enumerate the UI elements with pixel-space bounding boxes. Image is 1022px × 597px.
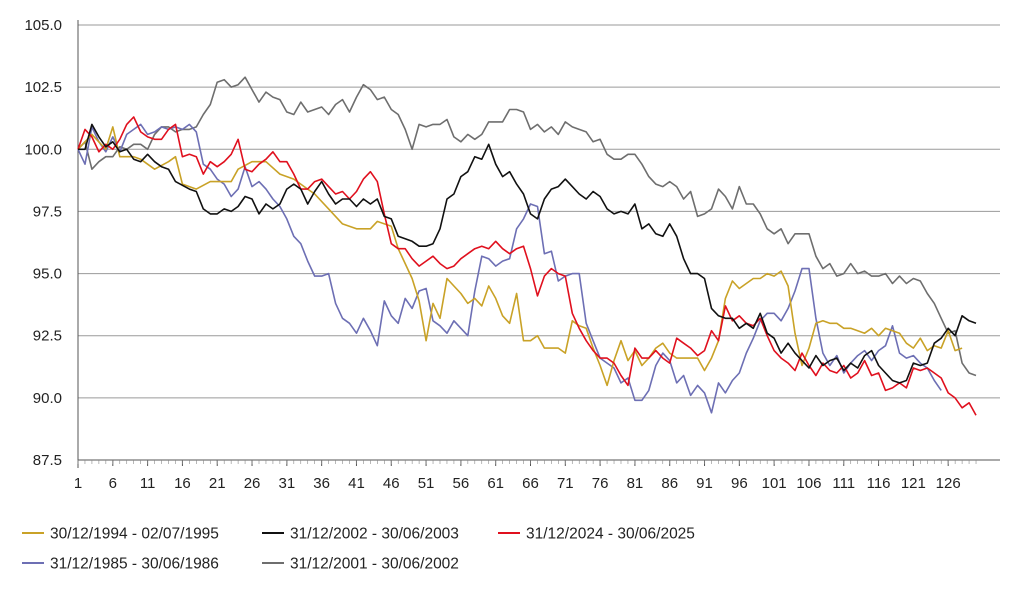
x-tick-label: 6 — [109, 475, 117, 492]
series-line-4 — [77, 76, 977, 377]
x-tick-label: 86 — [661, 475, 678, 492]
x-tick-label: 21 — [209, 475, 226, 492]
x-tick-label: 121 — [901, 475, 926, 492]
series-line-2 — [77, 116, 977, 416]
y-tick-label: 90.0 — [33, 390, 62, 407]
x-tick-label: 41 — [348, 475, 365, 492]
x-tick-label: 46 — [383, 475, 400, 492]
axes — [77, 20, 1000, 468]
x-tick-label: 11 — [140, 475, 156, 492]
legend: 30/12/1994 - 02/07/1995 31/12/2002 - 30/0… — [22, 526, 695, 573]
legend-label-4: 31/12/2001 - 30/06/2002 — [290, 556, 459, 573]
series-line-3 — [77, 123, 942, 414]
x-tick-label: 26 — [244, 475, 261, 492]
x-tick-label: 36 — [313, 475, 330, 492]
x-tick-label: 76 — [592, 475, 609, 492]
x-tick-label: 116 — [867, 475, 891, 492]
y-tick-label: 100.0 — [24, 141, 62, 158]
legend-label-3: 31/12/1985 - 30/06/1986 — [50, 556, 219, 573]
x-tick-label: 16 — [174, 475, 191, 492]
x-tick-label: 106 — [796, 475, 821, 492]
x-tick-label: 31 — [278, 475, 295, 492]
x-tick-label: 126 — [936, 475, 961, 492]
x-tick-label: 51 — [418, 475, 435, 492]
series-lines — [77, 76, 977, 416]
series-line-1 — [78, 123, 977, 384]
x-tick-label: 101 — [762, 475, 787, 492]
x-tick-label: 66 — [522, 475, 539, 492]
x-tick-label: 1 — [74, 475, 82, 492]
y-tick-label: 105.0 — [24, 17, 62, 34]
x-tick-label: 91 — [696, 475, 713, 492]
y-tick-label: 95.0 — [33, 266, 62, 283]
x-tick-label: 96 — [731, 475, 748, 492]
grid-lines — [78, 24, 1000, 461]
y-axis-tick-labels: 87.5 90.0 92.5 95.0 97.5 100.0 102.5 105.0 — [24, 17, 62, 469]
y-tick-label: 97.5 — [33, 203, 62, 220]
x-tick-label: 61 — [487, 475, 504, 492]
x-tick-label: 56 — [453, 475, 470, 492]
x-tick-label: 111 — [832, 475, 855, 492]
y-tick-label: 102.5 — [24, 79, 62, 96]
x-tick-label: 71 — [557, 475, 574, 492]
legend-label-2: 31/12/2024 - 30/06/2025 — [526, 526, 695, 543]
series-line-0 — [77, 126, 963, 387]
x-tick-label: 81 — [627, 475, 644, 492]
y-tick-label: 87.5 — [33, 452, 62, 469]
y-tick-label: 92.5 — [33, 328, 62, 345]
legend-label-1: 31/12/2002 - 30/06/2003 — [290, 526, 459, 543]
legend-label-0: 30/12/1994 - 02/07/1995 — [50, 526, 219, 543]
x-axis-tick-labels: 1 6 11 16 21 26 31 36 41 46 51 56 61 66 71 76 81 86 91 96 10… — [74, 475, 961, 492]
